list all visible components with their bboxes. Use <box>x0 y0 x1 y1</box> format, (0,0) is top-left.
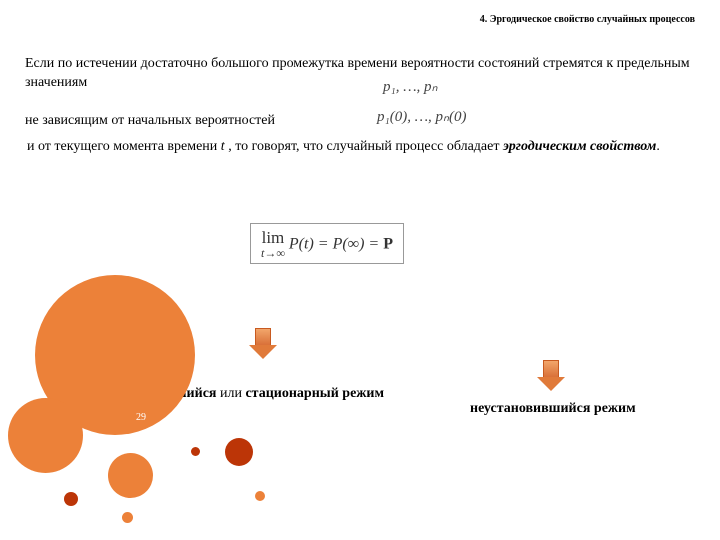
decoration-circle <box>225 438 253 466</box>
formula-main: P(t) = P(∞) = <box>285 236 383 253</box>
para3-term: эргодическим свойством <box>503 139 656 154</box>
paragraph-3: и от текущего момента времени t , то гов… <box>27 138 695 157</box>
paragraph-2: не зависящим от начальных вероятностей <box>25 113 275 129</box>
decoration-circle <box>255 491 265 501</box>
section-heading: 4. Эргодическое свойство случайных проце… <box>480 14 695 25</box>
formula-p: P <box>383 236 393 253</box>
math-limits: p₁, …, pₙ <box>383 77 438 96</box>
math-initial: p₁(0), …, pₙ(0) <box>377 107 467 126</box>
arrow-head-icon <box>249 345 277 359</box>
formula-box: lim t→∞ P(t) = P(∞) = P <box>250 223 404 264</box>
decoration-circle <box>64 492 78 506</box>
regime1-bold-c: стационарный режим <box>245 386 384 401</box>
para3-text-a: и от текущего момента времени <box>27 139 221 154</box>
formula-sub: t→∞ <box>261 246 285 261</box>
para3-text-d: . <box>656 139 660 154</box>
decoration-circle <box>122 512 133 523</box>
formula-lim: lim <box>262 228 285 247</box>
decoration-circle <box>8 398 83 473</box>
arrow-shaft <box>543 360 559 378</box>
decoration-circle <box>191 447 200 456</box>
page-number: 29 <box>136 412 146 423</box>
arrow-shaft <box>255 328 271 346</box>
para3-text-b: , то говорят, что случайный процесс обла… <box>225 139 503 154</box>
arrow-head-icon <box>537 377 565 391</box>
paragraph-1: Если по истечении достаточно большого пр… <box>25 55 695 93</box>
regime2-bold: неустановившийся режим <box>470 401 636 416</box>
decoration-circle <box>108 453 153 498</box>
regime1-or: или <box>216 386 245 401</box>
regime-unsteady: неустановившийся режим <box>470 400 690 418</box>
